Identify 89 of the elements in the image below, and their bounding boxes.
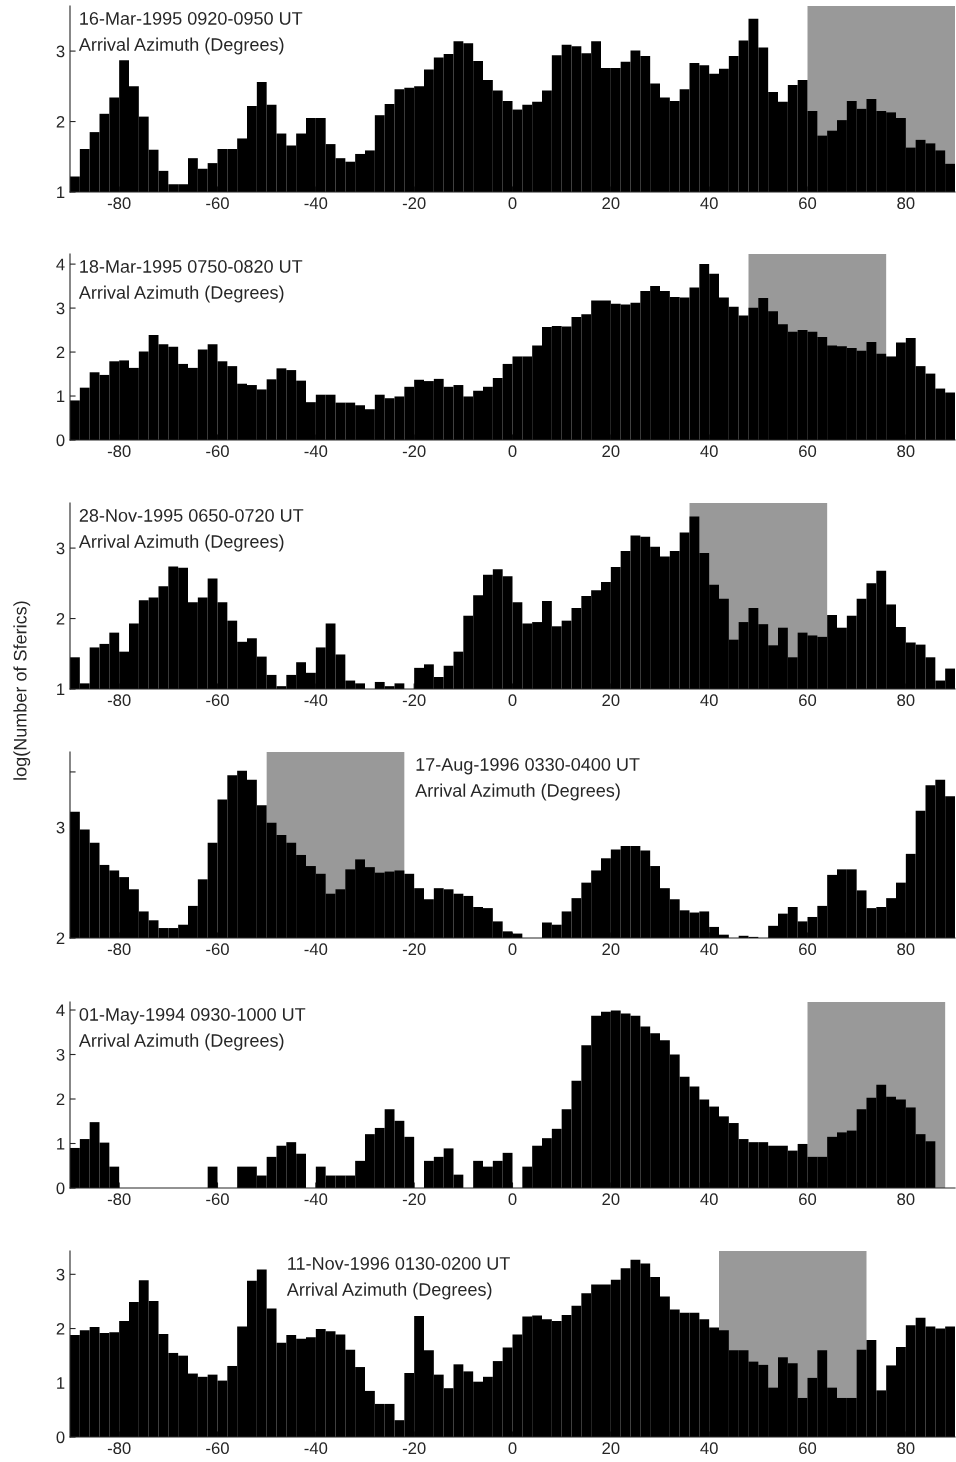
x-axis-title: Arrival Azimuth (Degrees) bbox=[78, 37, 284, 55]
x-tick-label: -80 bbox=[107, 445, 131, 458]
x-tick-label: 40 bbox=[700, 1442, 718, 1455]
x-tick-label: 80 bbox=[897, 445, 915, 458]
x-tick-label: -80 bbox=[107, 694, 131, 707]
x-tick-label: -60 bbox=[206, 1193, 229, 1206]
x-axis-title: Arrival Azimuth (Degrees) bbox=[415, 783, 620, 801]
x-tick-label: 80 bbox=[897, 1442, 915, 1455]
x-tick-label: -80 bbox=[107, 943, 131, 956]
chart-title: 11-Nov-1996 0130-0200 UT bbox=[288, 1257, 510, 1270]
y-tick-label: 1 bbox=[57, 1138, 65, 1150]
y-tick-label: 2 bbox=[56, 346, 65, 359]
x-tick-label: 60 bbox=[799, 197, 817, 210]
y-tick-label: 4 bbox=[56, 258, 65, 271]
y-tick-label: 1 bbox=[57, 186, 65, 199]
y-tick-label: 0 bbox=[56, 434, 65, 447]
x-tick-label: -40 bbox=[304, 197, 328, 210]
y-tick-label: 3 bbox=[56, 542, 65, 555]
x-tick-label: -40 bbox=[304, 1193, 328, 1206]
x-tick-label: 20 bbox=[602, 1193, 620, 1206]
x-tick-label: 80 bbox=[897, 197, 915, 210]
x-tick-label: -20 bbox=[402, 694, 426, 707]
x-tick-label: -60 bbox=[206, 694, 229, 707]
y-tick-label: 3 bbox=[56, 1268, 65, 1281]
x-tick-label: 0 bbox=[508, 694, 517, 707]
x-tick-label: 0 bbox=[508, 445, 517, 458]
chart-title: 28-Nov-1995 0650-0720 UT bbox=[79, 509, 304, 522]
x-tick-label: 40 bbox=[700, 1193, 718, 1206]
x-tick-label: -20 bbox=[402, 1442, 426, 1455]
chart-title: 18-Mar-1995 0750-0820 UT bbox=[80, 260, 303, 273]
y-tick-label: 1 bbox=[57, 390, 65, 403]
x-axis-title: Arrival Azimuth (Degrees) bbox=[78, 534, 284, 552]
chart-title: 16-Mar-1995 0920-0950 UT bbox=[80, 12, 303, 25]
x-tick-label: 60 bbox=[799, 1193, 817, 1206]
x-tick-label: -40 bbox=[304, 943, 328, 956]
x-tick-label: 0 bbox=[508, 197, 517, 210]
y-tick-label: 2 bbox=[56, 1093, 65, 1106]
x-tick-label: -20 bbox=[402, 197, 426, 210]
x-tick-label: -40 bbox=[304, 694, 328, 707]
y-tick-label: 3 bbox=[56, 821, 65, 834]
y-tick-label: 2 bbox=[56, 1322, 65, 1335]
y-tick-label: 4 bbox=[56, 1004, 65, 1017]
x-tick-label: 60 bbox=[799, 1442, 817, 1455]
x-tick-label: -80 bbox=[107, 1442, 131, 1455]
x-tick-label: 40 bbox=[700, 943, 718, 956]
x-tick-label: 0 bbox=[508, 1442, 517, 1455]
x-tick-label: 80 bbox=[897, 1193, 915, 1206]
y-tick-label: 3 bbox=[56, 1048, 65, 1061]
chart-title: 17-Aug-1996 0330-0400 UT bbox=[416, 758, 640, 775]
x-tick-label: 0 bbox=[508, 943, 517, 956]
y-tick-label: 0 bbox=[56, 1182, 65, 1195]
y-tick-label: 3 bbox=[56, 45, 65, 58]
x-tick-label: 80 bbox=[897, 943, 915, 956]
x-tick-label: -60 bbox=[206, 445, 229, 458]
y-axis-title: log(Number of Sferics) bbox=[13, 601, 31, 780]
x-tick-label: -80 bbox=[107, 197, 131, 210]
x-tick-label: -40 bbox=[304, 445, 328, 458]
x-tick-label: -20 bbox=[402, 943, 426, 956]
x-axis-title: Arrival Azimuth (Degrees) bbox=[78, 1033, 284, 1051]
y-tick-label: 1 bbox=[57, 1377, 65, 1389]
x-tick-label: 40 bbox=[700, 197, 718, 210]
x-tick-label: 60 bbox=[799, 943, 817, 956]
x-tick-label: 20 bbox=[602, 1442, 620, 1455]
x-tick-label: 20 bbox=[602, 943, 620, 956]
x-tick-label: 80 bbox=[897, 694, 915, 707]
y-tick-label: 0 bbox=[56, 1431, 65, 1444]
x-tick-label: -60 bbox=[206, 1442, 229, 1455]
x-axis-title: Arrival Azimuth (Degrees) bbox=[78, 285, 284, 303]
x-tick-label: -60 bbox=[206, 943, 229, 956]
y-tick-label: 3 bbox=[56, 302, 65, 315]
x-tick-label: -20 bbox=[402, 445, 426, 458]
x-tick-label: 60 bbox=[799, 694, 817, 707]
x-axis-title: Arrival Azimuth (Degrees) bbox=[286, 1282, 492, 1300]
y-tick-label: 2 bbox=[56, 115, 65, 128]
y-tick-label: 2 bbox=[56, 932, 65, 945]
x-tick-label: -20 bbox=[402, 1193, 426, 1206]
x-tick-label: 40 bbox=[700, 694, 718, 707]
x-tick-label: 20 bbox=[602, 445, 620, 458]
x-tick-label: -80 bbox=[107, 1193, 131, 1206]
x-tick-label: 20 bbox=[602, 197, 620, 210]
x-tick-label: 40 bbox=[700, 445, 718, 458]
chart-title: 01-May-1994 0930-1000 UT bbox=[79, 1008, 306, 1025]
x-tick-label: 0 bbox=[508, 1193, 517, 1206]
x-tick-label: 20 bbox=[602, 694, 620, 707]
y-tick-label: 2 bbox=[56, 612, 65, 625]
x-tick-label: -40 bbox=[304, 1442, 328, 1455]
x-tick-label: -60 bbox=[206, 197, 229, 210]
x-tick-label: 60 bbox=[799, 445, 817, 458]
y-tick-label: 1 bbox=[57, 683, 65, 696]
